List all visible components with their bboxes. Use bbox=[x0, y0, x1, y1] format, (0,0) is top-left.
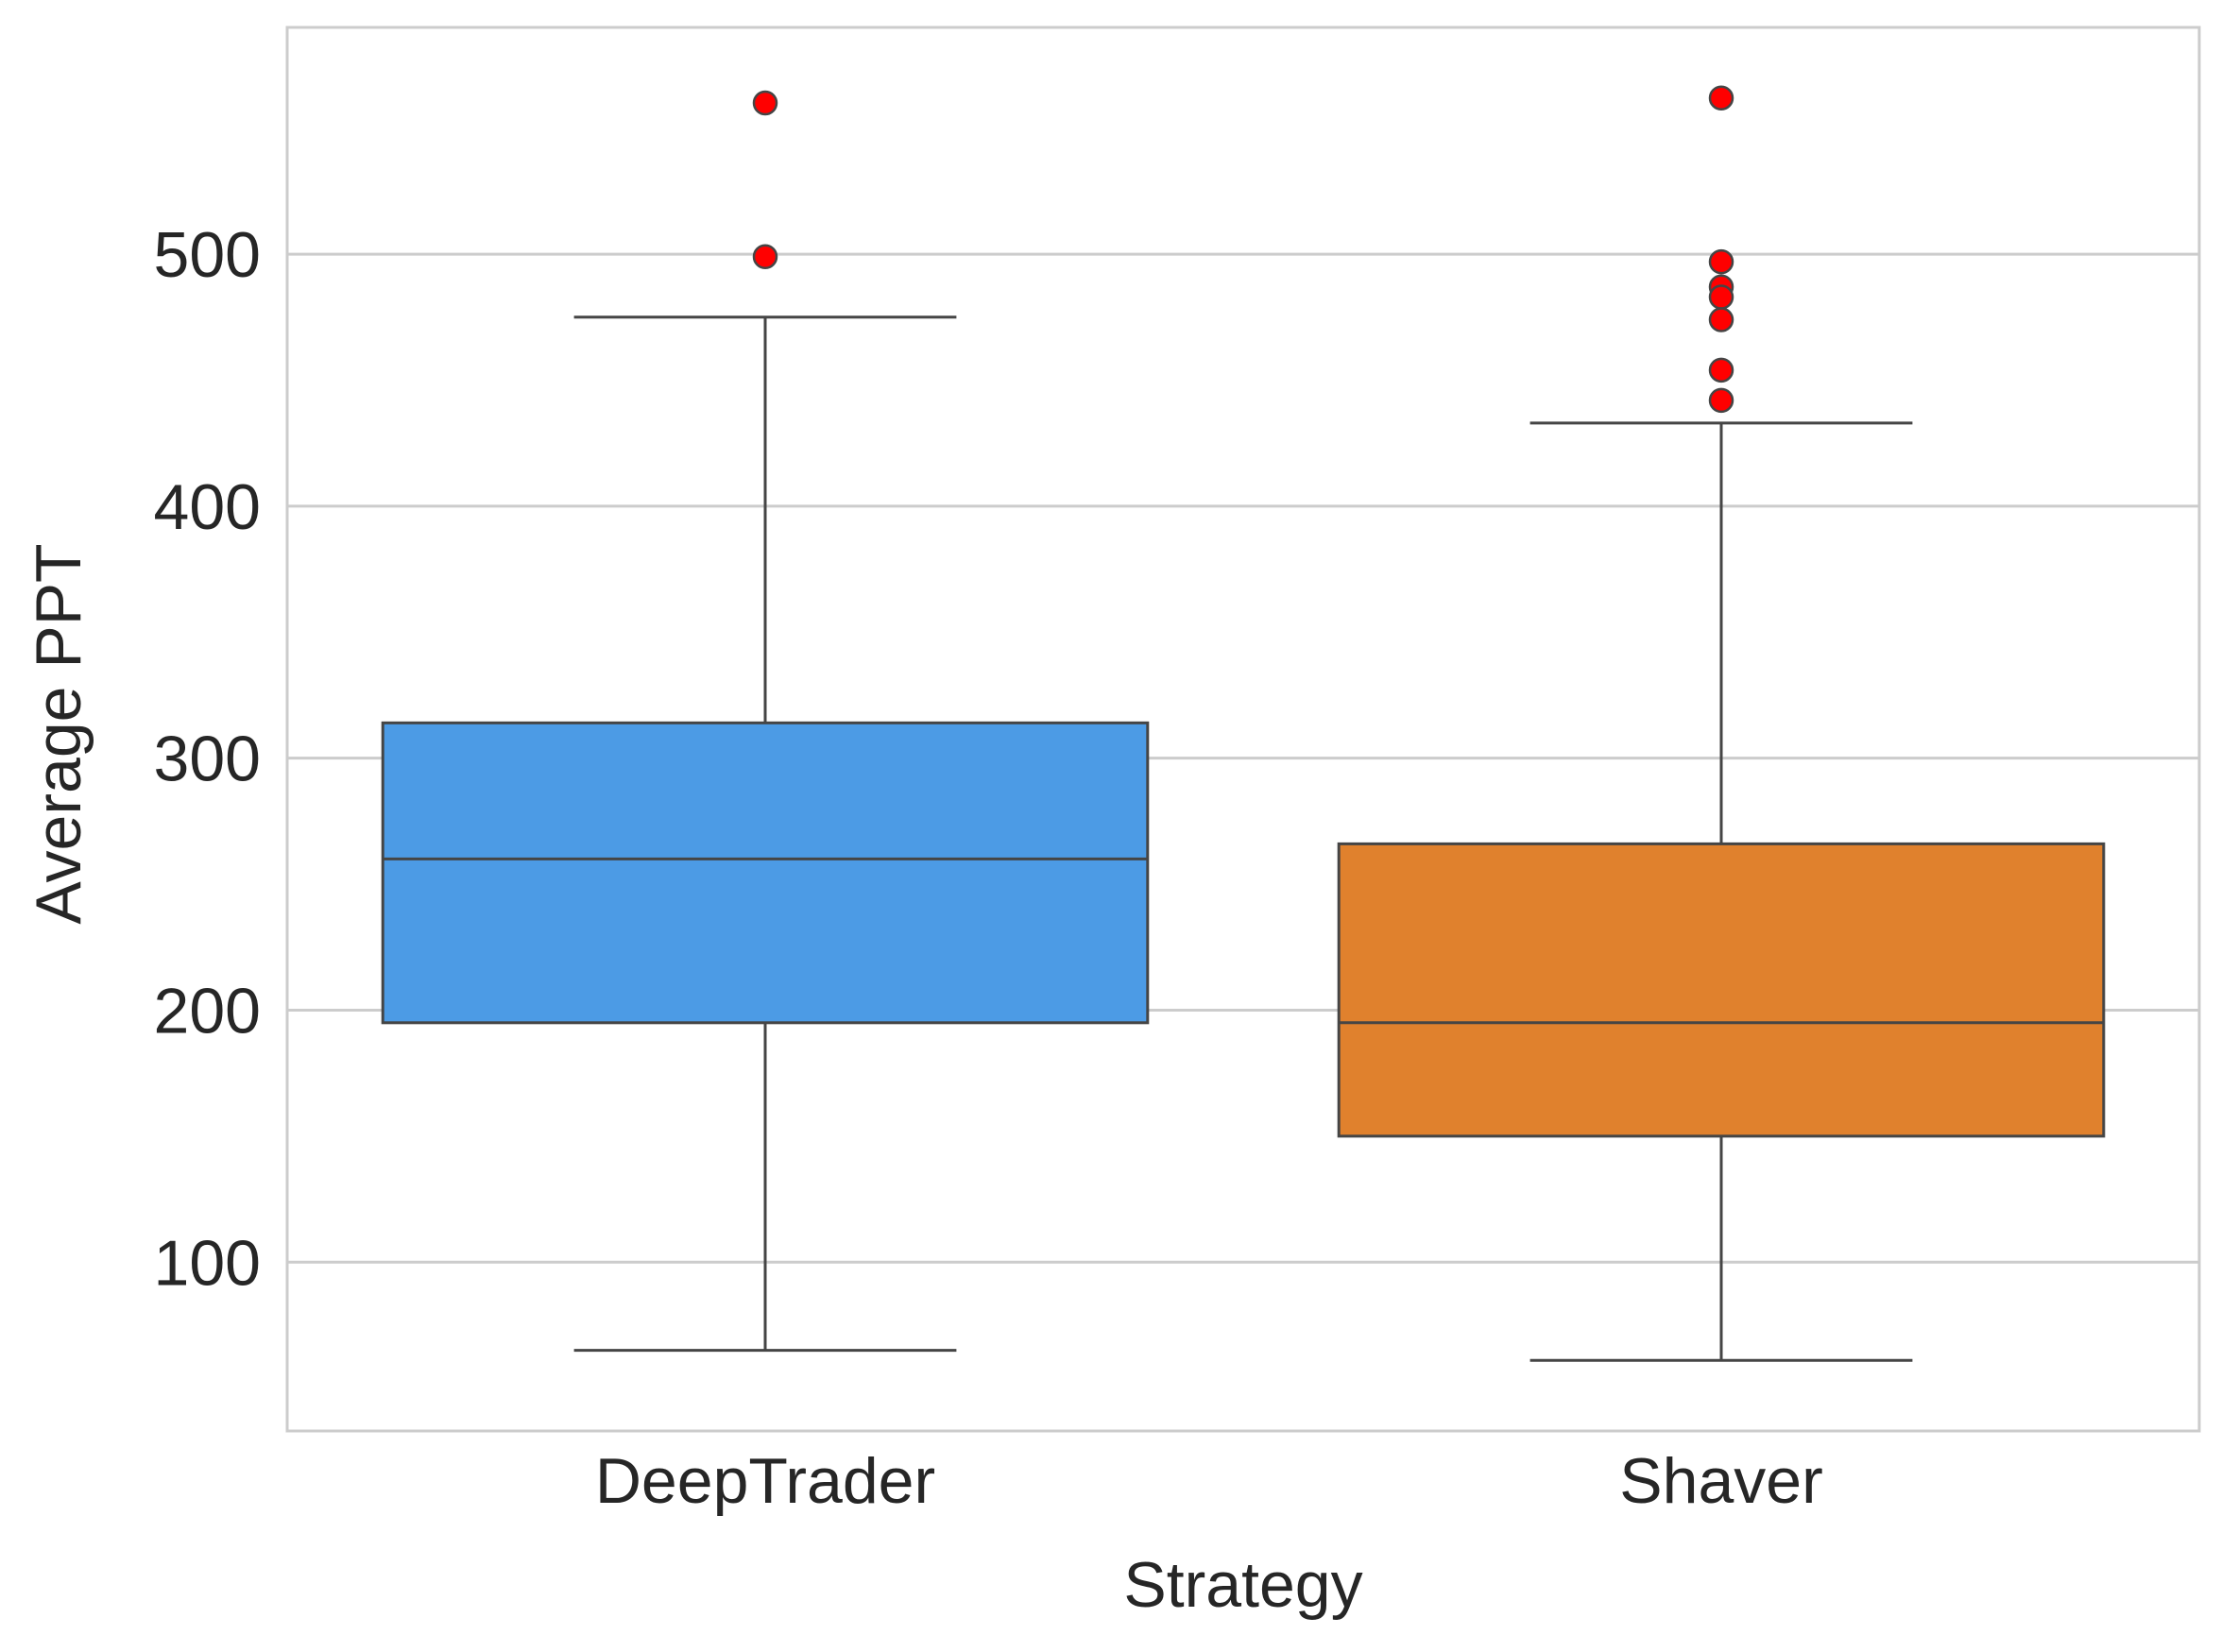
x-axis-title: Strategy bbox=[1123, 1549, 1362, 1621]
x-tick-label: Shaver bbox=[1619, 1445, 1822, 1517]
outlier-point bbox=[1708, 357, 1734, 383]
iqr-box bbox=[1337, 842, 2106, 1138]
y-tick-label: 200 bbox=[154, 975, 261, 1047]
box-layer bbox=[381, 85, 2106, 1362]
x-tick-label: DeepTrader bbox=[595, 1445, 935, 1517]
outlier-point bbox=[1708, 85, 1734, 111]
outlier-point bbox=[752, 90, 778, 116]
outlier-point bbox=[1708, 307, 1734, 332]
y-tick-label: 300 bbox=[154, 724, 261, 795]
plot-frame bbox=[285, 26, 2201, 1433]
y-axis-title: Average PPT bbox=[23, 543, 94, 924]
box-group-shaver bbox=[1337, 85, 2106, 1362]
box-group-deeptrader bbox=[381, 90, 1150, 1353]
iqr-box bbox=[381, 721, 1150, 1025]
outlier-point bbox=[1708, 387, 1734, 414]
y-tick-label: 500 bbox=[154, 219, 261, 291]
y-tick-label: 100 bbox=[154, 1227, 261, 1299]
y-tick-label: 400 bbox=[154, 471, 261, 543]
outlier-point bbox=[1708, 284, 1734, 310]
outlier-point bbox=[1708, 248, 1734, 275]
tick-labels: 100 200 300 400 500 DeepTrader Shaver bbox=[154, 219, 1823, 1517]
outlier-point bbox=[752, 244, 778, 270]
